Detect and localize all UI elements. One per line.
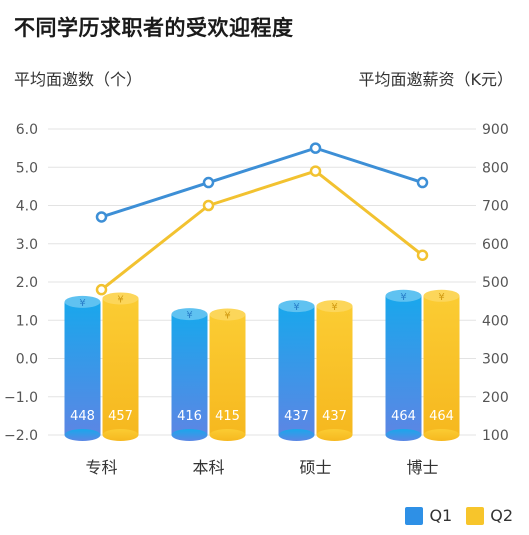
line-point (309, 142, 322, 154)
left-tick-label: 4.0 (16, 199, 38, 215)
line-point (95, 283, 108, 296)
bar-cap-symbol: ¥ (186, 310, 192, 321)
bar-cap (423, 289, 460, 302)
bar-value-label: 437 (284, 409, 309, 424)
bar-cap-symbol: ¥ (293, 302, 299, 313)
bar-base (316, 429, 353, 441)
left-tick-label: −1.0 (4, 390, 38, 406)
bar-cap (316, 300, 353, 313)
bar-q2 (102, 298, 139, 435)
bar-value-label: 464 (391, 409, 416, 424)
bar-cap-symbol: ¥ (224, 311, 230, 322)
left-tick-label: −2.0 (4, 428, 38, 444)
bar-q1 (171, 314, 208, 435)
right-tick-label: 700 (482, 199, 509, 215)
left-axis-label: 平均面邀数（个） (14, 70, 143, 89)
bar-cap (102, 292, 139, 305)
left-tick-label: 0.0 (16, 352, 38, 368)
line-point (416, 176, 429, 189)
bar-cap-symbol: ¥ (331, 302, 337, 313)
left-tick-label: 1.0 (16, 313, 38, 329)
right-tick-label: 300 (482, 352, 509, 368)
left-tick-label: 6.0 (16, 122, 38, 138)
line-point (416, 249, 429, 261)
legend-item-q1[interactable]: Q1 (405, 506, 452, 525)
bar-cap-symbol: ¥ (438, 292, 444, 303)
legend-label-q2: Q2 (490, 506, 513, 525)
legend-swatch-q2 (466, 506, 485, 525)
right-tick-label: 900 (482, 122, 509, 138)
x-tick-label: 专科 (85, 458, 117, 477)
x-tick-label: 博士 (406, 458, 438, 477)
bar-value-label: 415 (215, 409, 240, 424)
left-tick-label: 2.0 (16, 275, 38, 291)
bar-value-label: 457 (108, 409, 133, 424)
legend: Q1 Q2 (405, 506, 513, 525)
bar-base (64, 429, 101, 441)
bar-cap (171, 308, 208, 321)
bar-base (102, 429, 139, 441)
x-tick-label: 本科 (192, 458, 224, 477)
legend-item-q2[interactable]: Q2 (466, 506, 513, 525)
line-point (95, 211, 108, 223)
left-tick-label: 3.0 (16, 237, 38, 253)
right-tick-label: 600 (482, 237, 509, 253)
legend-swatch-q1 (405, 506, 424, 525)
bar-q2 (209, 314, 246, 435)
line-point (202, 199, 215, 212)
bar-value-label: 416 (177, 409, 202, 424)
line-point (309, 165, 322, 177)
bar-q2 (423, 295, 460, 435)
bar-cap (64, 295, 101, 308)
bar-base (385, 429, 422, 441)
line-series-1 (101, 146, 423, 219)
line-series-2 (100, 169, 424, 291)
left-tick-label: 5.0 (16, 160, 38, 176)
line-point (202, 176, 215, 189)
bar-value-label: 464 (429, 409, 454, 424)
bar-value-label: 448 (70, 409, 95, 424)
right-tick-label: 100 (482, 428, 509, 444)
bar-base (423, 429, 460, 441)
bar-q1 (385, 295, 422, 435)
bar-cap (278, 300, 315, 313)
bar-cap (209, 308, 246, 321)
x-tick-label: 硕士 (299, 458, 331, 477)
bar-cap (385, 289, 422, 302)
bar-cap-symbol: ¥ (400, 292, 406, 303)
bar-base (171, 429, 208, 441)
right-tick-label: 500 (482, 275, 509, 291)
bar-cap-symbol: ¥ (117, 294, 123, 305)
right-axis-label: 平均面邀薪资（K元） (358, 70, 514, 89)
bar-cap-symbol: ¥ (79, 298, 85, 309)
bar-q1 (278, 306, 315, 435)
right-tick-label: 400 (482, 313, 509, 329)
bar-q2 (316, 306, 353, 435)
bar-base (209, 429, 246, 441)
right-tick-label: 800 (482, 160, 509, 176)
right-tick-label: 200 (482, 390, 509, 406)
bar-value-label: 437 (322, 409, 347, 424)
bar-base (278, 429, 315, 441)
chart-title: 不同学历求职者的受欢迎程度 (14, 16, 294, 40)
legend-label-q1: Q1 (429, 506, 453, 525)
bar-q1 (64, 301, 101, 435)
